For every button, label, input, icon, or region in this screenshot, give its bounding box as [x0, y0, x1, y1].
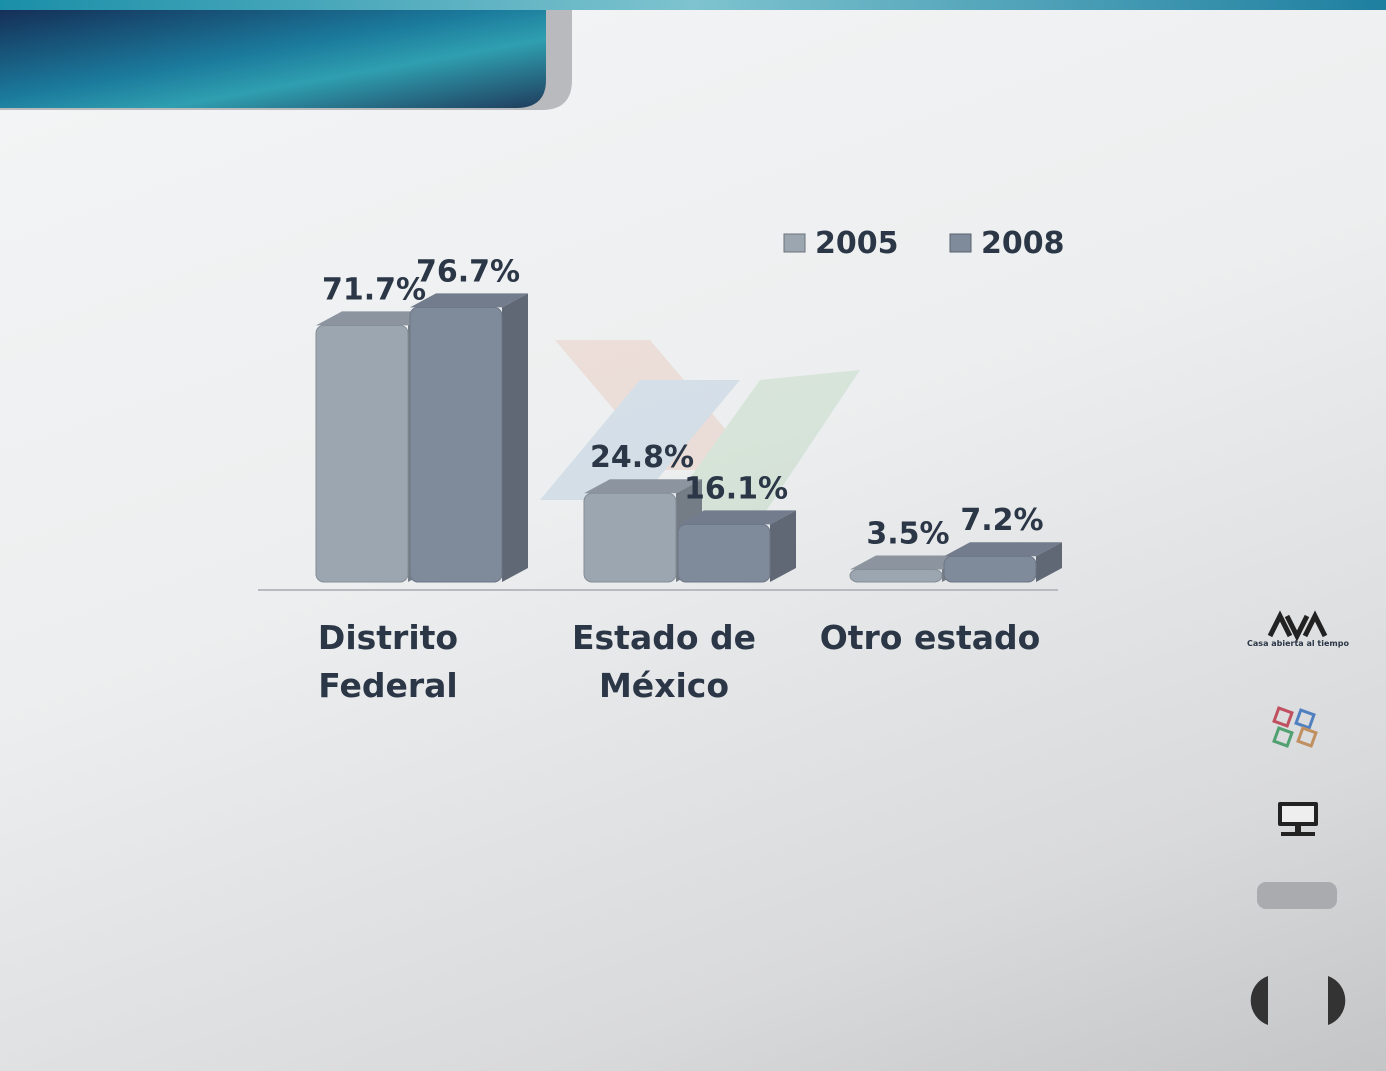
value-label: 71.7%	[322, 272, 426, 307]
value-label: 16.1%	[684, 471, 788, 506]
prev-button[interactable]	[1250, 976, 1268, 1025]
bar-top	[410, 293, 528, 308]
x-tick-label: Estado de México	[571, 618, 756, 705]
bar-side	[770, 510, 796, 582]
nav-button[interactable]	[1257, 882, 1337, 909]
bar-top	[944, 542, 1062, 557]
x-tick-label: Otro estado	[819, 618, 1041, 657]
header-band	[0, 10, 546, 108]
legend-label: 2005	[815, 226, 899, 261]
value-label: 24.8%	[590, 440, 694, 475]
legend-swatch	[783, 233, 806, 253]
value-label: 76.7%	[416, 254, 520, 289]
logo-caption: Casa abierta al tiempo	[1247, 639, 1349, 648]
bar-top	[678, 510, 796, 525]
bar	[583, 492, 677, 583]
value-label: 7.2%	[960, 503, 1043, 538]
bar	[677, 523, 771, 583]
bar-side	[502, 293, 528, 582]
legend-label: 2008	[981, 226, 1065, 261]
side-icons: Casa abierta al tiempo	[1247, 610, 1349, 1025]
x-tick-label: Distrito Federal	[317, 618, 459, 705]
bar	[409, 306, 503, 583]
bar-top	[316, 311, 434, 326]
bar-top	[584, 479, 702, 494]
value-label: 3.5%	[866, 516, 949, 551]
bar-side	[1036, 542, 1062, 582]
bar	[315, 324, 409, 583]
next-button[interactable]	[1328, 976, 1346, 1025]
top-bar	[0, 0, 1386, 10]
bar	[849, 568, 943, 583]
watermark	[540, 340, 860, 520]
bar	[943, 555, 1037, 583]
legend-swatch	[949, 233, 972, 253]
bar-top	[850, 555, 968, 570]
